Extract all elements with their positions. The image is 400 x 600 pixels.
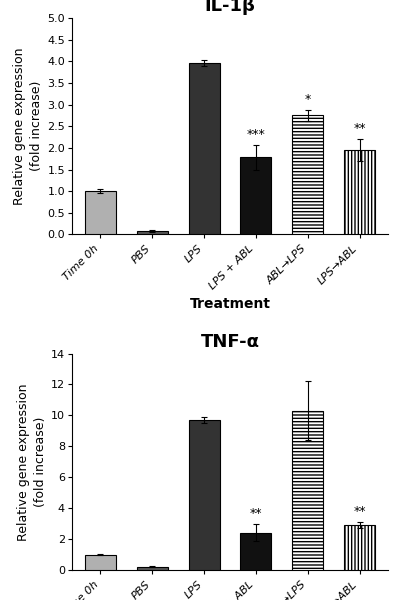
X-axis label: Treatment: Treatment (190, 297, 270, 311)
Text: *: * (304, 93, 311, 106)
Text: **: ** (353, 505, 366, 518)
Bar (85, 191, 116, 235)
Bar (85, 554, 116, 570)
Bar (292, 411, 323, 570)
Y-axis label: Relative gene expression
(fold increase): Relative gene expression (fold increase) (13, 47, 43, 205)
Title: TNF-α: TNF-α (200, 332, 260, 350)
Bar (240, 157, 272, 235)
Title: IL-1β: IL-1β (204, 0, 256, 15)
Text: **: ** (250, 507, 262, 520)
Text: **: ** (353, 122, 366, 135)
Bar (188, 420, 220, 570)
Bar (240, 533, 272, 570)
Bar (344, 150, 375, 235)
Bar (137, 566, 168, 570)
Bar (137, 231, 168, 235)
Bar (292, 115, 323, 235)
Bar (188, 62, 220, 235)
Bar (344, 525, 375, 570)
Y-axis label: Relative gene expression
(fold increase): Relative gene expression (fold increase) (17, 383, 47, 541)
Text: ***: *** (246, 128, 265, 141)
